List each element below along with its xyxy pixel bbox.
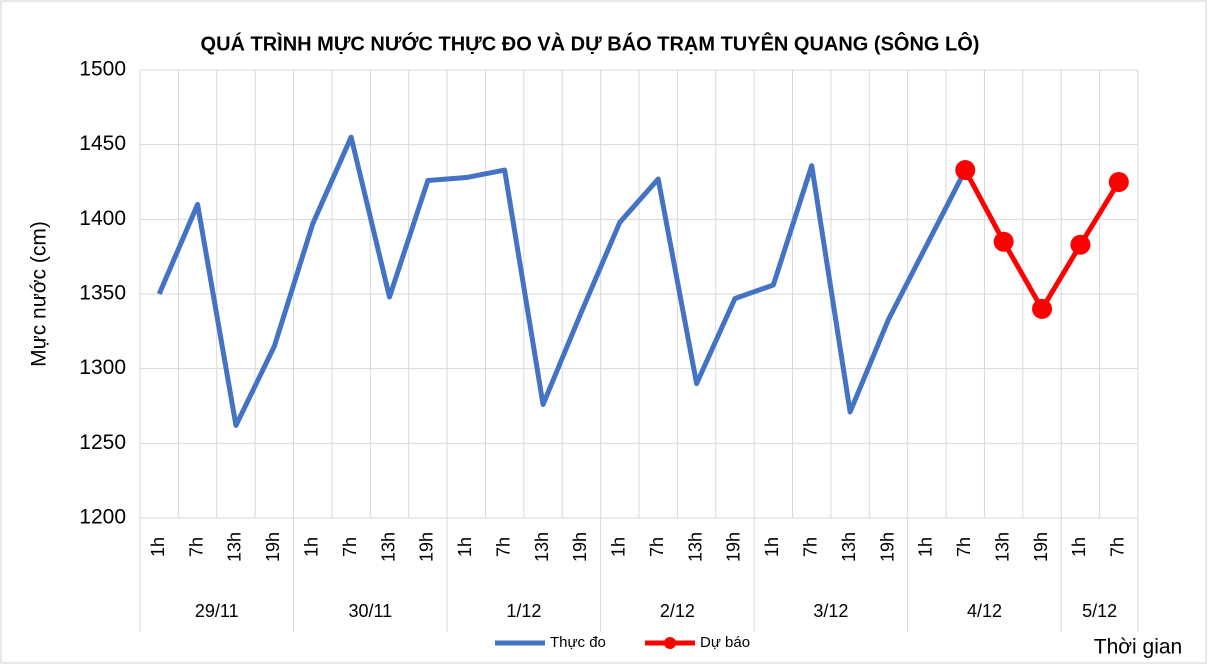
x-axis-label: Thời gian	[1094, 636, 1182, 659]
x-tick-label: 19h	[724, 532, 744, 562]
point	[993, 231, 1014, 252]
x-tick-label: 19h	[263, 532, 283, 562]
x-tick-label: 1h	[609, 537, 629, 557]
x-tick-label: 19h	[417, 532, 437, 562]
group-label: 29/11	[195, 601, 239, 621]
group-label: 5/12	[1082, 601, 1117, 621]
point	[955, 160, 976, 181]
x-tick-label: 13h	[992, 532, 1012, 562]
x-tick-label: 7h	[800, 537, 820, 557]
x-tick-label: 7h	[647, 537, 667, 557]
group-label: 4/12	[967, 601, 1002, 621]
y-axis-label: Mực nước (cm)	[28, 221, 51, 367]
point	[1070, 234, 1091, 255]
group-label: 1/12	[506, 601, 541, 621]
point	[1108, 172, 1129, 192]
group-label: 30/11	[348, 601, 392, 621]
x-tick-label: 1h	[762, 537, 782, 557]
x-tick-label: 7h	[954, 537, 974, 557]
y-tick-label: 1500	[79, 58, 126, 81]
x-tick-label: 7h	[186, 537, 206, 557]
chart-title: QUÁ TRÌNH MỰC NƯỚC THỰC ĐO VÀ DỰ BÁO TRẠ…	[201, 31, 980, 55]
y-tick-label: 1300	[79, 356, 126, 379]
x-tick-label: 13h	[225, 532, 245, 562]
group-label: 2/12	[660, 601, 695, 621]
x-tick-label: 19h	[877, 532, 897, 562]
y-tick-label: 1250	[79, 431, 126, 454]
x-tick-label: 7h	[1108, 537, 1128, 557]
x-tick-label: 1h	[148, 537, 168, 557]
x-tick-label: 7h	[340, 537, 360, 557]
x-tick-label: 13h	[378, 532, 398, 562]
y-tick-label: 1350	[79, 282, 126, 305]
x-tick-label: 1h	[916, 537, 936, 557]
legend-marker	[664, 637, 676, 649]
x-tick-label: 13h	[532, 532, 552, 562]
legend-label: Thực đo	[550, 634, 606, 651]
x-tick-label: 1h	[1069, 537, 1089, 557]
series-line	[156, 134, 968, 428]
x-tick-label: 19h	[1031, 532, 1051, 562]
y-tick-label: 1400	[79, 207, 126, 230]
y-tick-label: 1200	[79, 506, 126, 529]
x-tick-label: 13h	[685, 532, 705, 562]
legend-label: Dự báo	[700, 634, 750, 651]
x-tick-label: 7h	[493, 537, 513, 557]
x-tick-label: 1h	[455, 537, 475, 557]
group-label: 3/12	[813, 601, 848, 621]
x-tick-label: 19h	[570, 532, 590, 562]
y-tick-label: 1450	[79, 132, 126, 155]
x-tick-label: 13h	[839, 532, 859, 562]
x-tick-label: 1h	[301, 537, 321, 557]
point	[1032, 298, 1053, 319]
